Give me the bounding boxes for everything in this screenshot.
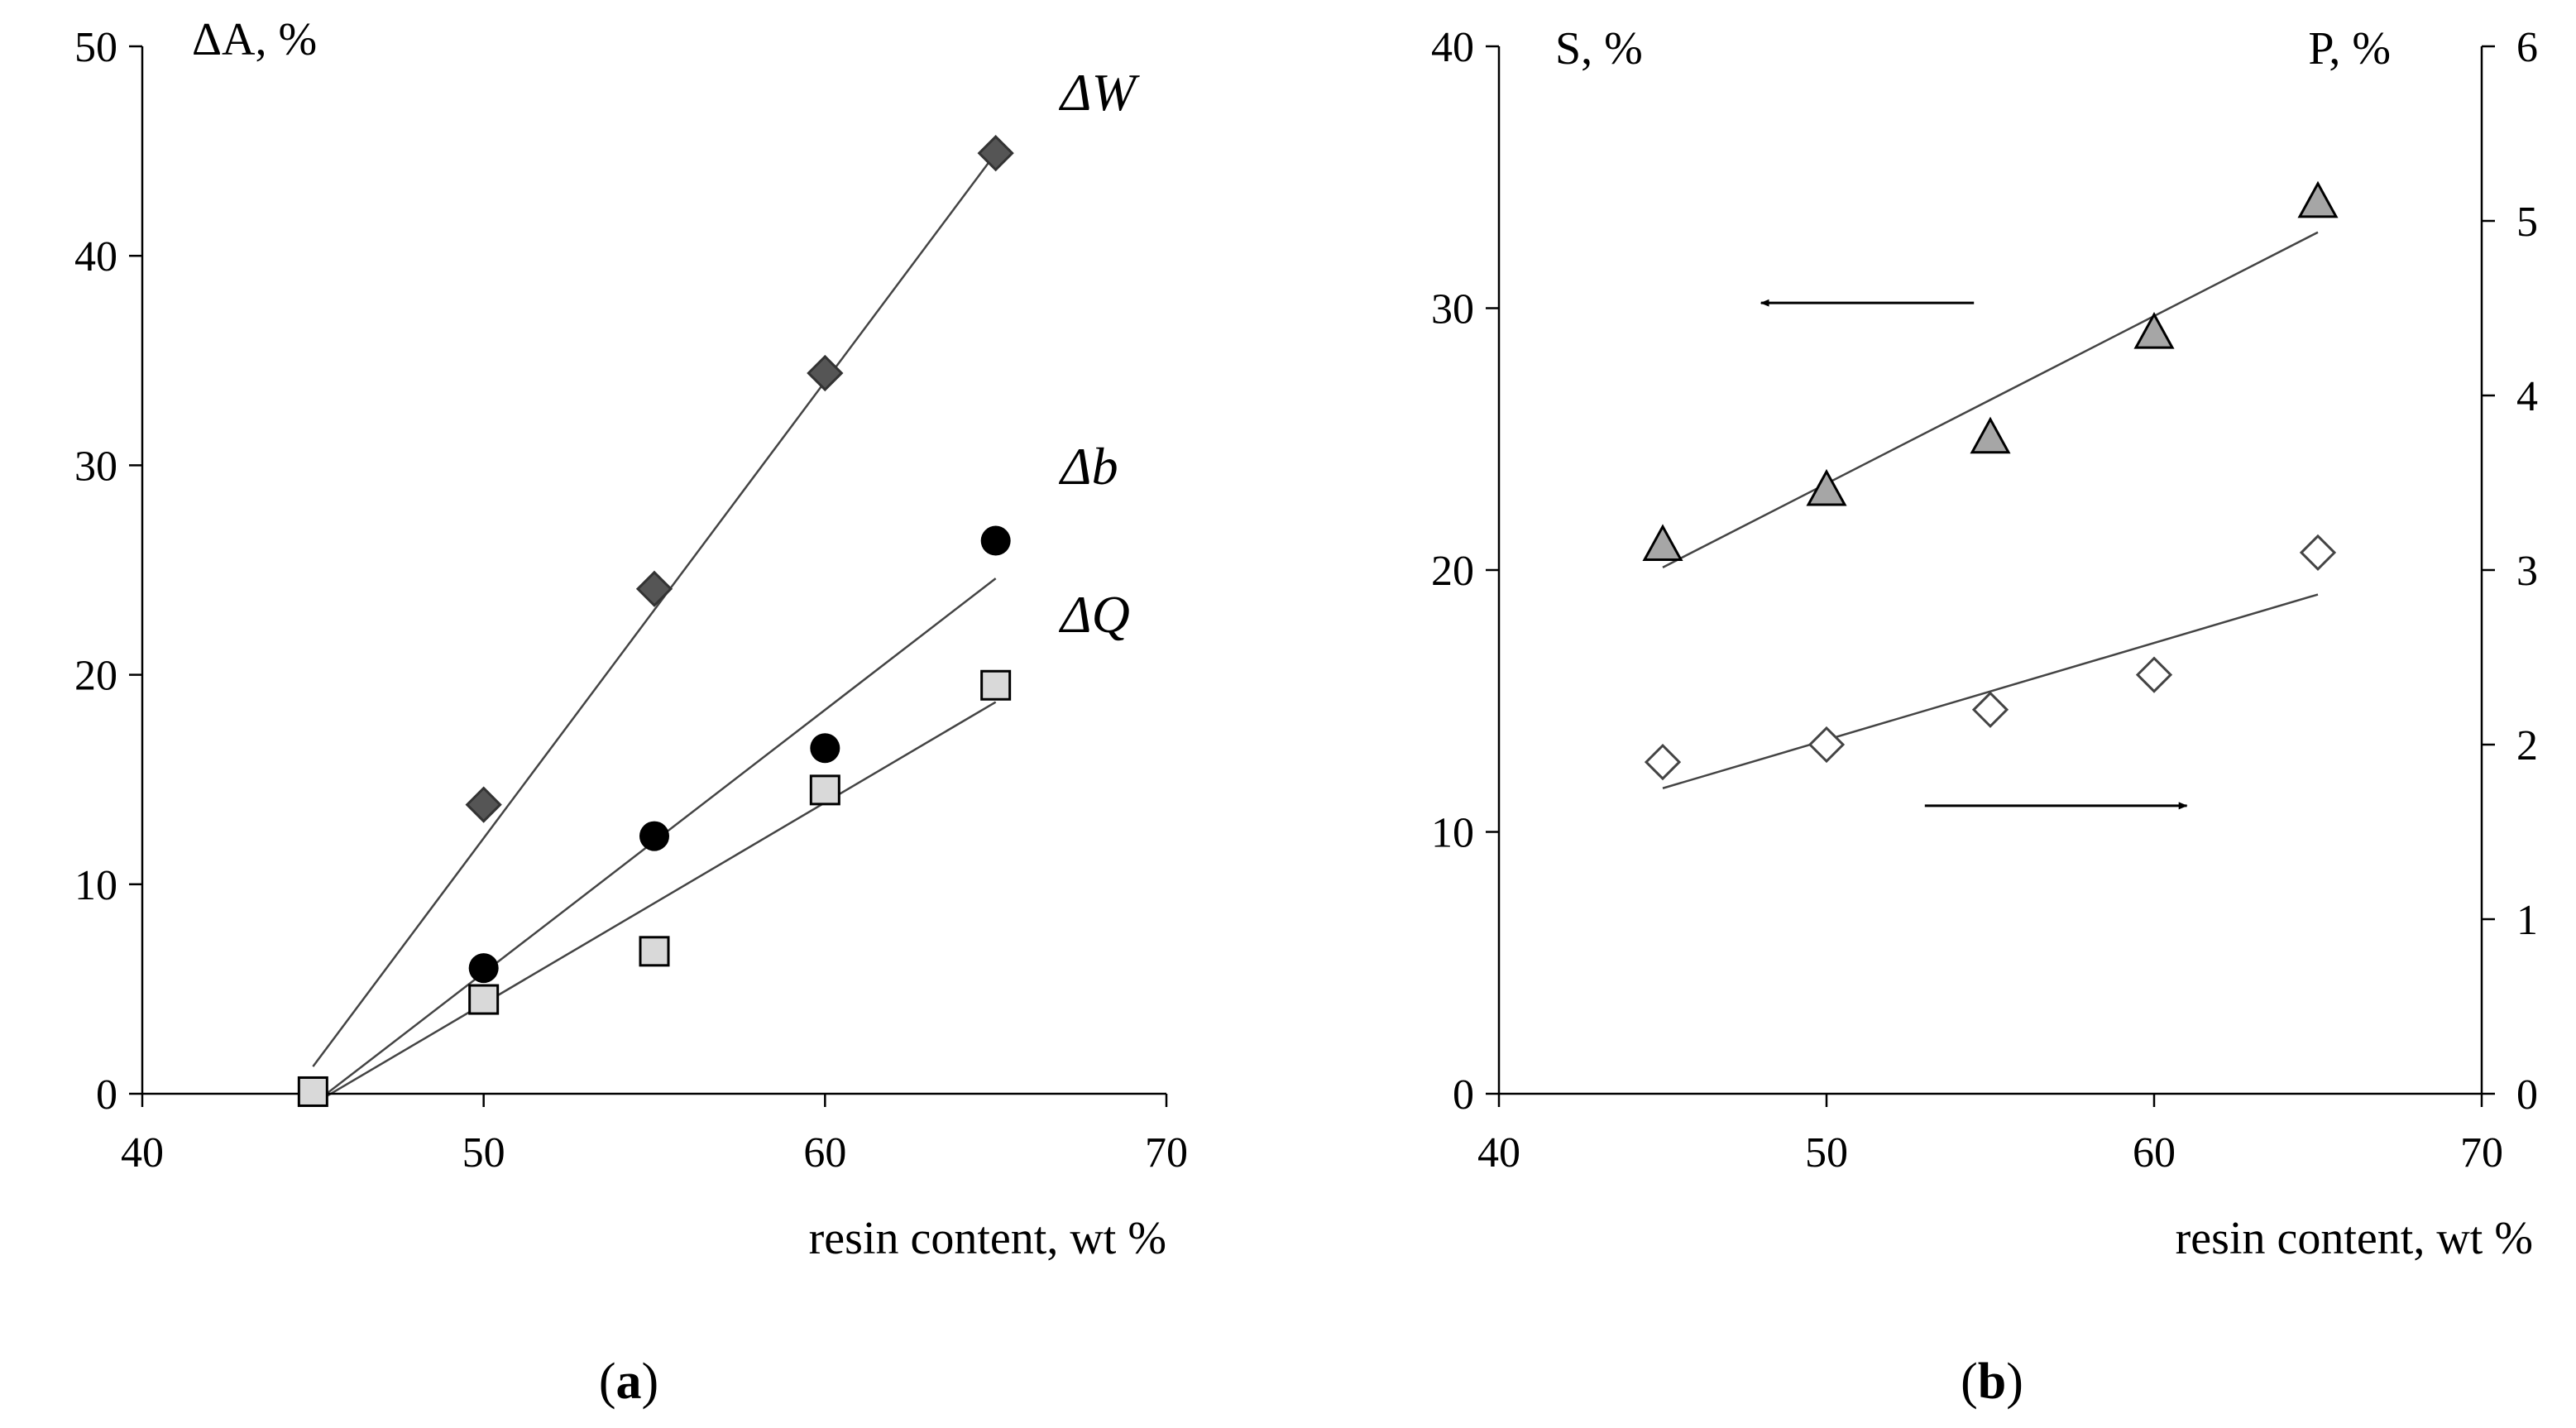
fit-line-a-q bbox=[312, 701, 997, 1105]
x-axis-title-a: resin content, wt % bbox=[809, 1213, 1166, 1264]
y2-tick-label-b: 0 bbox=[2516, 1071, 2538, 1119]
x-tick-label-a: 40 bbox=[121, 1129, 164, 1176]
data-point-b-s bbox=[1806, 468, 1847, 506]
y-axis-title-b: S, % bbox=[1555, 23, 1643, 74]
series-label-delta-b: Δb bbox=[1058, 437, 1118, 496]
y-tick-label-a: 0 bbox=[96, 1071, 117, 1119]
data-point-a-w bbox=[635, 570, 673, 607]
y2-tick-label-b: 1 bbox=[2516, 897, 2538, 944]
series-label-delta-w: ΔW bbox=[1058, 63, 1141, 122]
y2-tick-label-b: 2 bbox=[2516, 722, 2538, 769]
data-markers-a bbox=[297, 135, 1014, 1107]
fit-line-b-p bbox=[1662, 593, 2319, 789]
panel-label-a: (a) bbox=[599, 1354, 658, 1410]
data-point-a-b bbox=[468, 953, 499, 984]
data-point-b-s bbox=[1642, 524, 1683, 562]
series-label-delta-q: ΔQ bbox=[1058, 585, 1130, 644]
y-tick-label-b: 0 bbox=[1453, 1071, 1474, 1119]
data-point-b-s bbox=[2133, 312, 2175, 349]
fit-line-a-w bbox=[312, 152, 997, 1067]
y-tick-label-b: 20 bbox=[1431, 548, 1474, 595]
data-point-b-p bbox=[1644, 743, 1682, 781]
data-point-b-p bbox=[2299, 534, 2337, 572]
x-tick-label-a: 50 bbox=[462, 1129, 505, 1176]
data-point-a-q bbox=[468, 984, 500, 1015]
data-point-a-w bbox=[977, 135, 1014, 172]
data-point-b-s bbox=[1970, 416, 2011, 454]
x-axis-title-b: resin content, wt % bbox=[2176, 1213, 2533, 1264]
x-tick-label-b: 60 bbox=[2133, 1129, 2176, 1176]
panel-label-b: (b) bbox=[1961, 1354, 2023, 1410]
y2-axis-title-b: P, % bbox=[2308, 23, 2391, 74]
x-tick-label-a: 60 bbox=[803, 1129, 846, 1176]
arrows-b bbox=[1760, 299, 2188, 810]
fit-lines-b bbox=[1662, 231, 2319, 789]
data-point-a-q bbox=[297, 1076, 328, 1107]
fit-line-b-s bbox=[1662, 231, 2319, 568]
y-tick-label-b: 40 bbox=[1431, 24, 1474, 71]
y-tick-label-a: 20 bbox=[74, 653, 117, 700]
y-tick-label-a: 40 bbox=[74, 233, 117, 280]
data-point-b-s bbox=[2297, 180, 2339, 218]
y-tick-label-a: 50 bbox=[74, 24, 117, 71]
y-tick-label-a: 10 bbox=[74, 862, 117, 909]
data-point-a-b bbox=[639, 821, 669, 851]
data-point-a-w bbox=[465, 786, 502, 823]
data-markers-b bbox=[1642, 180, 2339, 781]
x-tick-label-a: 70 bbox=[1145, 1129, 1188, 1176]
axes-a: 0 10 20 30 40 50 40 50 60 70 bbox=[74, 24, 1188, 1176]
data-point-a-q bbox=[980, 669, 1012, 701]
y-tick-label-b: 10 bbox=[1431, 810, 1474, 857]
x-tick-label-b: 50 bbox=[1805, 1129, 1848, 1176]
y2-tick-label-b: 3 bbox=[2516, 548, 2538, 595]
x-tick-label-b: 40 bbox=[1477, 1129, 1520, 1176]
data-point-a-b bbox=[980, 525, 1011, 556]
data-point-a-b bbox=[810, 733, 840, 764]
chart-panel-a: 0 10 20 30 40 50 40 50 60 70 ΔA, % resin content,… bbox=[74, 14, 1188, 1410]
y-tick-label-a: 30 bbox=[74, 443, 117, 490]
data-point-a-w bbox=[807, 354, 844, 392]
y2-tick-label-b: 5 bbox=[2516, 199, 2538, 246]
data-point-a-q bbox=[639, 936, 670, 967]
x-tick-label-b: 70 bbox=[2460, 1129, 2503, 1176]
data-point-b-p bbox=[2135, 656, 2173, 693]
data-point-a-q bbox=[809, 774, 840, 806]
data-point-b-p bbox=[1808, 726, 1846, 764]
y-axis-title-a: ΔA, % bbox=[192, 14, 317, 65]
y-tick-label-b: 30 bbox=[1431, 286, 1474, 333]
y2-tick-label-b: 4 bbox=[2516, 373, 2538, 420]
data-point-b-p bbox=[1971, 691, 2009, 728]
y2-tick-label-b: 6 bbox=[2516, 24, 2538, 71]
